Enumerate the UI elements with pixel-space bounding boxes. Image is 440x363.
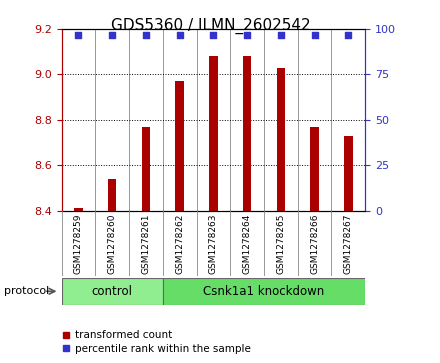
Point bbox=[176, 32, 183, 38]
Bar bbox=[277, 68, 285, 211]
Bar bbox=[142, 127, 150, 211]
Text: GSM1278264: GSM1278264 bbox=[242, 214, 252, 274]
Text: GSM1278266: GSM1278266 bbox=[310, 214, 319, 274]
Point bbox=[109, 32, 116, 38]
Text: control: control bbox=[92, 285, 133, 298]
Point bbox=[75, 32, 82, 38]
Bar bbox=[62, 278, 163, 305]
Bar bbox=[74, 208, 83, 211]
Point bbox=[345, 32, 352, 38]
Bar bbox=[243, 56, 251, 211]
Point bbox=[143, 32, 150, 38]
Point bbox=[244, 32, 251, 38]
Text: GSM1278261: GSM1278261 bbox=[141, 214, 150, 274]
Bar bbox=[163, 278, 365, 305]
Text: GSM1278262: GSM1278262 bbox=[175, 214, 184, 274]
Point bbox=[210, 32, 217, 38]
Text: GSM1278265: GSM1278265 bbox=[276, 214, 286, 274]
Text: GDS5360 / ILMN_2602542: GDS5360 / ILMN_2602542 bbox=[111, 18, 311, 34]
Text: protocol: protocol bbox=[4, 286, 50, 296]
Text: GSM1278267: GSM1278267 bbox=[344, 214, 353, 274]
Bar bbox=[344, 136, 352, 211]
Bar bbox=[209, 56, 218, 211]
Point bbox=[277, 32, 284, 38]
Bar bbox=[176, 81, 184, 211]
Point bbox=[311, 32, 318, 38]
Text: GSM1278259: GSM1278259 bbox=[74, 214, 83, 274]
Bar bbox=[108, 179, 117, 211]
Text: Csnk1a1 knockdown: Csnk1a1 knockdown bbox=[203, 285, 325, 298]
Text: GSM1278260: GSM1278260 bbox=[108, 214, 117, 274]
Legend: transformed count, percentile rank within the sample: transformed count, percentile rank withi… bbox=[58, 326, 255, 358]
Bar bbox=[310, 127, 319, 211]
Text: GSM1278263: GSM1278263 bbox=[209, 214, 218, 274]
